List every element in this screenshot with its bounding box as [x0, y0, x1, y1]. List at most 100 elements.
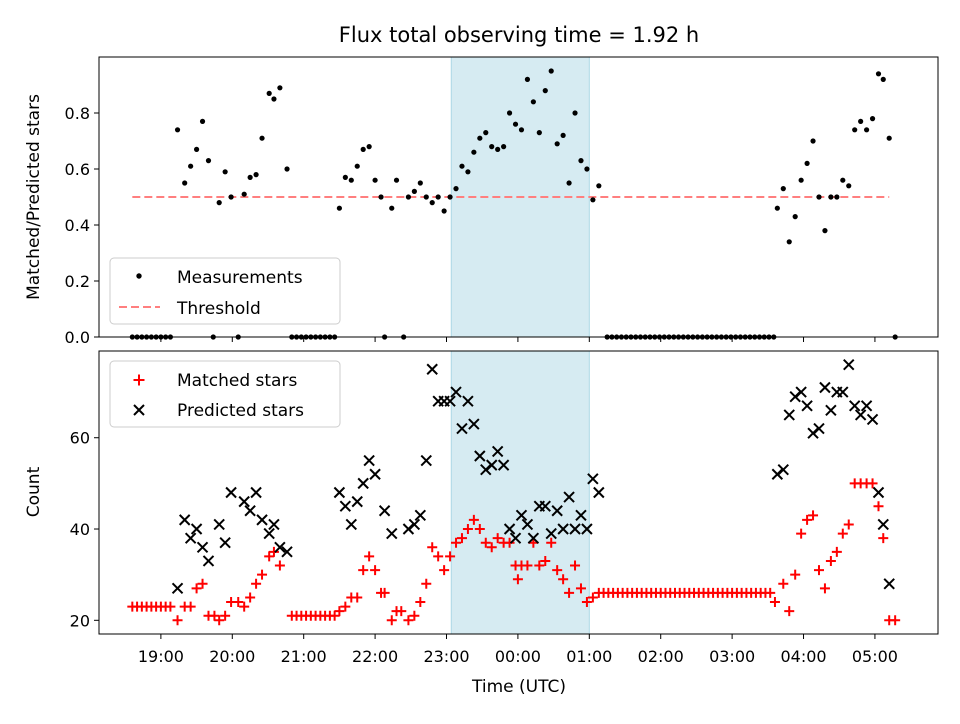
matched-star-point [352, 592, 363, 603]
x-axis-label: Time (UTC) [471, 677, 566, 697]
measurement-point [453, 186, 459, 192]
measurement-point [411, 188, 417, 194]
x-tick-label: 03:00 [709, 647, 755, 666]
predicted-star-point [357, 477, 369, 490]
predicted-star-point [414, 509, 427, 522]
bottom-axes-frame [98, 350, 939, 635]
measurement-point [828, 194, 834, 200]
matched-star-point [890, 615, 901, 626]
predicted-star-point [545, 527, 557, 540]
matched-star-point [172, 615, 183, 626]
measurement-point [489, 144, 495, 150]
x-tick-label: 05:00 [852, 647, 898, 666]
matched-star-point [813, 565, 824, 576]
measurement-point [216, 200, 222, 206]
predicted-star-point [563, 491, 575, 503]
matched-star-point [843, 519, 854, 530]
measurement-point [447, 194, 453, 200]
top-y-tick-label: 0.6 [65, 160, 90, 179]
matched-star-point [474, 524, 485, 535]
matched-star-point [220, 610, 231, 621]
measurement-point [869, 116, 876, 122]
measurement-point [435, 194, 441, 200]
x-tick-label: 00:00 [495, 647, 541, 666]
measurement-point [816, 194, 822, 200]
matched-star-point [825, 555, 836, 566]
matched-star-point [492, 533, 503, 544]
matched-star-point [486, 542, 497, 553]
matched-star-point [504, 537, 515, 548]
predicted-star-point [783, 409, 795, 421]
predicted-star-point [378, 505, 391, 517]
matched-star-point [185, 601, 196, 612]
predicted-star-point [444, 395, 456, 407]
measurement-point [875, 71, 882, 77]
measurement-point [822, 228, 828, 234]
matched-star-point [581, 597, 592, 608]
predicted-star-point [593, 486, 605, 499]
predicted-star-point [587, 473, 599, 485]
measurement-point [284, 166, 290, 172]
predicted-star-point [225, 486, 237, 499]
measurement-point [518, 127, 525, 133]
matched-star-point [165, 601, 176, 612]
matched-star-point [456, 533, 467, 544]
measurement-point [459, 163, 465, 169]
predicted-star-point [497, 459, 510, 471]
measurement-point [846, 183, 852, 189]
predicted-star-point [351, 495, 363, 508]
bottom-panel: 20 40 60 19:00 20:00 21:00 22:00 23:00 00:00 01:0… [70, 350, 939, 666]
predicted-star-point [819, 381, 831, 394]
measurement-point [483, 130, 489, 136]
bottom-legend: Matched stars Predicted stars [109, 360, 341, 428]
measurement-point [247, 174, 253, 180]
predicted-star-point [872, 486, 885, 499]
matched-star-point [364, 551, 375, 562]
bottom-y-axis-label: Count [24, 466, 44, 517]
matched-star-point [358, 565, 369, 576]
measurement-point [477, 135, 483, 141]
matched-star-point [433, 551, 444, 562]
predicted-star-point [854, 409, 867, 421]
measurement-point [852, 127, 858, 133]
matched-star-point [878, 533, 889, 544]
measurement-point [471, 149, 477, 155]
legend-label-measurements: Measurements [177, 268, 303, 288]
matched-star-point [340, 601, 351, 612]
measurement-point [241, 191, 247, 197]
predicted-star-point [171, 582, 184, 595]
measurement-point [536, 130, 542, 136]
matched-star-point [570, 560, 581, 571]
predicted-star-point [474, 450, 486, 462]
measurement-point [465, 169, 471, 175]
measurement-point [880, 76, 886, 82]
predicted-star-point [848, 400, 861, 412]
matched-star-point [512, 574, 523, 585]
matched-star-point [415, 597, 426, 608]
matched-star-point [564, 587, 575, 598]
predicted-star-point [263, 527, 275, 540]
predicted-star-point [777, 463, 789, 476]
measurement-point [193, 146, 200, 152]
matched-star-point [403, 615, 414, 626]
x-tick-label: 21:00 [281, 647, 327, 666]
matched-star-point [522, 560, 533, 571]
predicted-star-point [244, 505, 256, 517]
measurement-point [542, 88, 548, 94]
predicted-star-point [363, 454, 375, 467]
x-tick-label: 20:00 [209, 647, 255, 666]
measurement-point [834, 194, 840, 200]
measurement-point [393, 177, 400, 183]
measurement-point [792, 214, 798, 220]
predicted-star-point [202, 555, 215, 567]
measurement-point [360, 146, 366, 152]
measurement-point [405, 194, 412, 200]
matched-star-point [784, 606, 795, 617]
measurement-point [378, 194, 384, 200]
matched-star-point [251, 578, 262, 589]
x-tick-label: 23:00 [423, 647, 469, 666]
matched-star-point [409, 610, 420, 621]
matched-star-point [873, 501, 884, 512]
predicted-star-point [408, 518, 421, 531]
matched-star-point [552, 565, 563, 576]
